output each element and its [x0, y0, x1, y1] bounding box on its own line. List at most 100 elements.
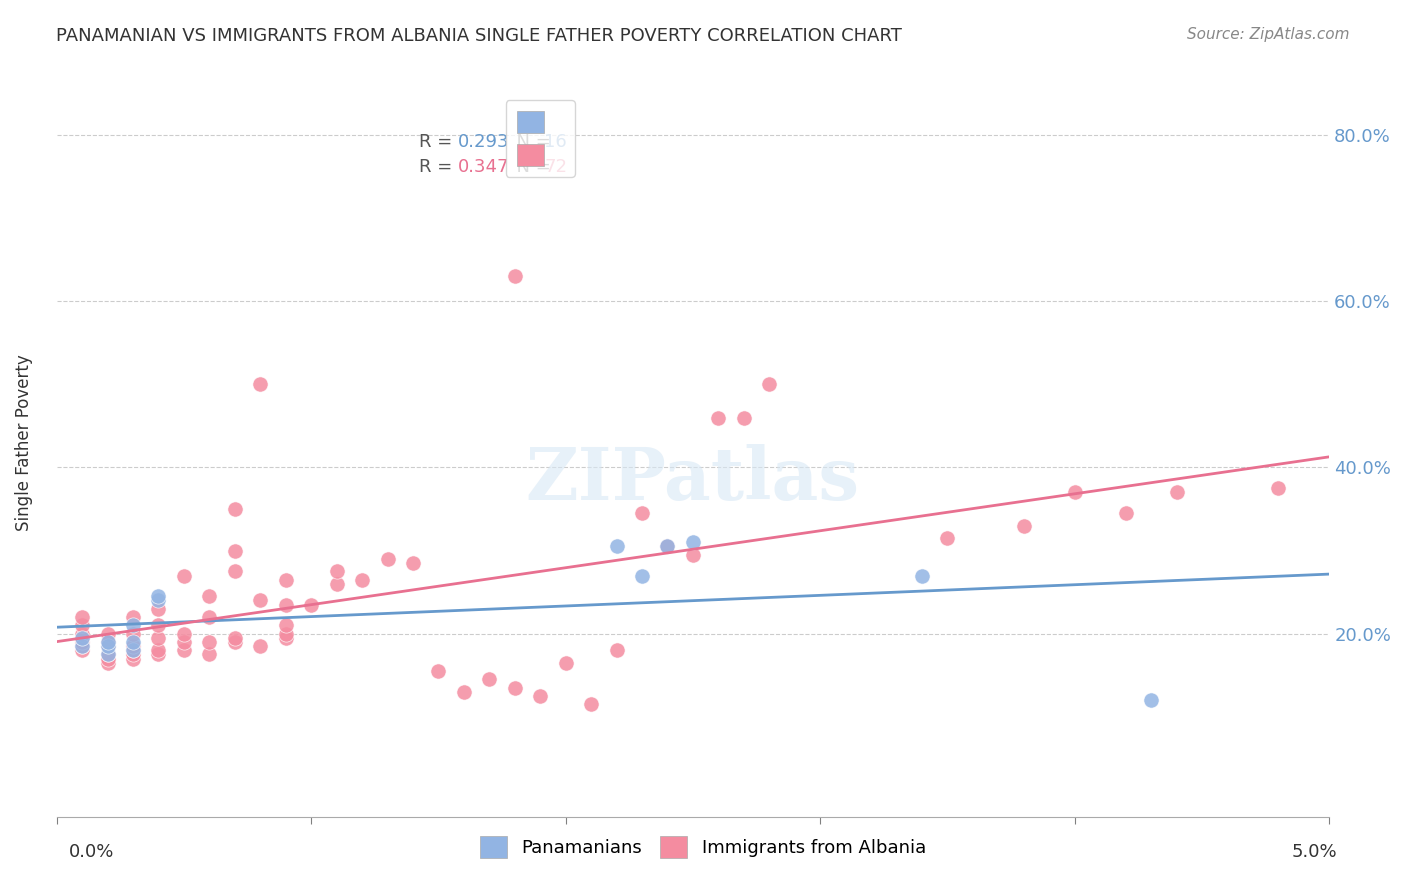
Point — [224, 635, 246, 649]
Point — [402, 556, 425, 570]
Point — [377, 552, 399, 566]
Point — [70, 635, 93, 649]
Text: N =: N = — [505, 158, 557, 176]
Text: R =: R = — [419, 133, 458, 151]
Point — [224, 565, 246, 579]
Point — [631, 506, 654, 520]
Point — [122, 626, 145, 640]
Point — [122, 639, 145, 653]
Text: 0.0%: 0.0% — [69, 843, 114, 861]
Point — [122, 648, 145, 662]
Point — [352, 573, 374, 587]
Point — [96, 648, 118, 662]
Point — [70, 639, 93, 653]
Text: Source: ZipAtlas.com: Source: ZipAtlas.com — [1187, 27, 1350, 42]
Point — [936, 531, 959, 545]
Point — [148, 648, 170, 662]
Point — [173, 626, 195, 640]
Point — [122, 635, 145, 649]
Point — [70, 626, 93, 640]
Point — [606, 643, 628, 657]
Point — [427, 664, 450, 678]
Point — [1012, 518, 1035, 533]
Point — [707, 410, 730, 425]
Point — [148, 601, 170, 615]
Point — [173, 643, 195, 657]
Point — [122, 618, 145, 632]
Point — [249, 377, 271, 392]
Point — [1267, 481, 1289, 495]
Y-axis label: Single Father Poverty: Single Father Poverty — [15, 354, 32, 531]
Point — [148, 631, 170, 645]
Point — [148, 643, 170, 657]
Point — [274, 618, 297, 632]
Legend: Panamanians, Immigrants from Albania: Panamanians, Immigrants from Albania — [472, 829, 934, 865]
Point — [148, 589, 170, 603]
Point — [70, 610, 93, 624]
Text: PANAMANIAN VS IMMIGRANTS FROM ALBANIA SINGLE FATHER POVERTY CORRELATION CHART: PANAMANIAN VS IMMIGRANTS FROM ALBANIA SI… — [56, 27, 903, 45]
Point — [478, 673, 501, 687]
Text: 72: 72 — [544, 158, 567, 176]
Point — [657, 540, 679, 554]
Point — [70, 618, 93, 632]
Point — [503, 681, 526, 695]
Point — [299, 598, 322, 612]
Point — [249, 593, 271, 607]
Point — [173, 568, 195, 582]
Point — [274, 573, 297, 587]
Text: N =: N = — [505, 133, 557, 151]
Point — [224, 631, 246, 645]
Text: 5.0%: 5.0% — [1292, 843, 1337, 861]
Point — [274, 626, 297, 640]
Point — [579, 698, 602, 712]
Point — [657, 540, 679, 554]
Point — [70, 639, 93, 653]
Point — [606, 540, 628, 554]
Point — [249, 639, 271, 653]
Point — [96, 635, 118, 649]
Text: R =: R = — [419, 158, 458, 176]
Point — [224, 543, 246, 558]
Point — [453, 685, 475, 699]
Point — [122, 643, 145, 657]
Point — [70, 631, 93, 645]
Point — [96, 626, 118, 640]
Point — [224, 502, 246, 516]
Point — [631, 568, 654, 582]
Point — [198, 648, 221, 662]
Point — [96, 635, 118, 649]
Point — [503, 269, 526, 284]
Point — [122, 610, 145, 624]
Point — [1115, 506, 1137, 520]
Text: ZIPatlas: ZIPatlas — [526, 444, 860, 516]
Point — [96, 639, 118, 653]
Point — [1166, 485, 1188, 500]
Point — [96, 656, 118, 670]
Point — [148, 593, 170, 607]
Text: 0.293: 0.293 — [457, 133, 509, 151]
Point — [96, 648, 118, 662]
Point — [325, 577, 347, 591]
Text: 16: 16 — [544, 133, 567, 151]
Point — [1063, 485, 1085, 500]
Point — [682, 535, 704, 549]
Point — [198, 610, 221, 624]
Point — [1140, 693, 1163, 707]
Point — [122, 643, 145, 657]
Point — [173, 635, 195, 649]
Point — [274, 598, 297, 612]
Point — [554, 656, 576, 670]
Point — [274, 631, 297, 645]
Point — [758, 377, 780, 392]
Point — [325, 565, 347, 579]
Point — [198, 589, 221, 603]
Point — [682, 548, 704, 562]
Point — [122, 651, 145, 665]
Point — [198, 635, 221, 649]
Text: 0.347: 0.347 — [457, 158, 509, 176]
Point — [96, 639, 118, 653]
Point — [733, 410, 755, 425]
Point — [70, 643, 93, 657]
Legend:  ,  : , — [506, 100, 575, 177]
Point — [70, 631, 93, 645]
